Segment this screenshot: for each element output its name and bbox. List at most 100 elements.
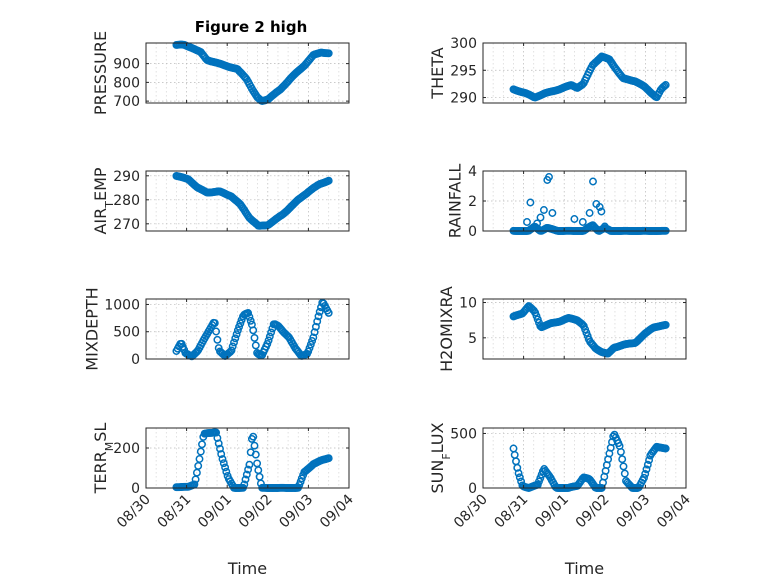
data-point (244, 309, 253, 317)
y-axis-label: THETA (428, 47, 447, 99)
y-tick-label: 1000 (104, 297, 140, 313)
data-point (313, 317, 322, 326)
data-point (616, 447, 625, 456)
data-point (254, 466, 263, 475)
x-tick-label: 09/03 (613, 492, 653, 532)
x-axis-label: Time (227, 559, 267, 578)
y-tick-label: 700 (113, 94, 140, 110)
y-tick-label: 2 (468, 194, 477, 210)
data-point (595, 203, 604, 211)
y-tick-label: 290 (113, 169, 140, 185)
data-point (536, 213, 545, 222)
y-axis-label: PRESSURE (91, 31, 110, 115)
y-tick-label: 800 (113, 75, 140, 91)
data-point (213, 434, 222, 442)
y-tick-label: 0 (468, 224, 477, 240)
data-point (324, 454, 333, 463)
data-point (315, 307, 324, 316)
data-point (221, 463, 230, 472)
data-point (305, 344, 314, 353)
axes-box (482, 427, 687, 489)
data-point (245, 460, 254, 469)
y-tick-label: 500 (450, 426, 477, 442)
data-point (230, 338, 238, 347)
y-tick-label: 5 (468, 331, 477, 347)
data-point (514, 469, 523, 478)
figure-title: Figure 2 high (195, 18, 308, 36)
data-point (231, 334, 240, 343)
y-tick-label: 295 (450, 63, 477, 79)
y-tick-label: 0 (131, 481, 140, 497)
data-point (241, 475, 250, 484)
data-point (510, 450, 519, 459)
x-tick-label: 08/30 (114, 492, 154, 532)
x-tick-label: 09/02 (573, 492, 613, 532)
y-tick-label: 500 (113, 325, 140, 341)
data-point (311, 322, 320, 331)
data-point (545, 173, 553, 181)
data-point (219, 459, 228, 468)
y-tick-label: 0 (131, 352, 140, 368)
y-axis-label: H2OMIXRA (437, 286, 456, 372)
data-point (265, 332, 274, 341)
x-tick-label: 08/31 (492, 492, 532, 532)
data-point (251, 450, 260, 459)
data-point (660, 82, 669, 91)
data-point (589, 177, 597, 186)
data-point (216, 444, 224, 453)
data-point (585, 209, 594, 217)
data-point (196, 447, 205, 456)
y-tick-label: 0 (468, 481, 477, 497)
data-point (249, 326, 258, 335)
data-point (245, 312, 254, 321)
data-point (640, 473, 648, 482)
x-tick-label: 09/04 (654, 491, 694, 531)
axes-box (145, 170, 350, 232)
data-point (309, 333, 318, 342)
y-axis-label: AIRTEMP (91, 167, 116, 234)
y-axis-label: TERRMSL (91, 423, 116, 495)
axes-box (145, 42, 350, 104)
data-point (578, 218, 587, 226)
data-point (513, 463, 522, 472)
data-point (246, 316, 255, 325)
y-tick-label: 4 (468, 164, 477, 180)
data-point (217, 450, 226, 459)
data-point (212, 428, 221, 437)
x-tick-label: 09/02 (236, 492, 276, 532)
data-point (643, 460, 652, 469)
data-point (244, 465, 253, 474)
data-point (198, 440, 206, 449)
data-point (306, 340, 315, 349)
data-point (548, 209, 557, 217)
data-point (641, 469, 650, 478)
data-point (570, 215, 579, 223)
data-point (264, 336, 273, 345)
axes-box (482, 42, 687, 104)
data-point (214, 439, 223, 448)
data-point (618, 455, 627, 464)
data-point (526, 198, 535, 207)
data-point (232, 330, 241, 339)
y-tick-label: 270 (113, 217, 140, 233)
data-point (212, 327, 221, 336)
data-point (251, 341, 260, 350)
data-point (314, 312, 323, 321)
data-point (210, 319, 219, 328)
data-point (597, 207, 606, 216)
y-tick-label: 280 (113, 193, 140, 209)
y-tick-label: 900 (113, 57, 140, 73)
data-point (236, 319, 245, 328)
y-tick-label: 10 (459, 296, 477, 312)
data-point (324, 176, 333, 185)
data-point (661, 81, 670, 89)
data-point (661, 444, 670, 453)
